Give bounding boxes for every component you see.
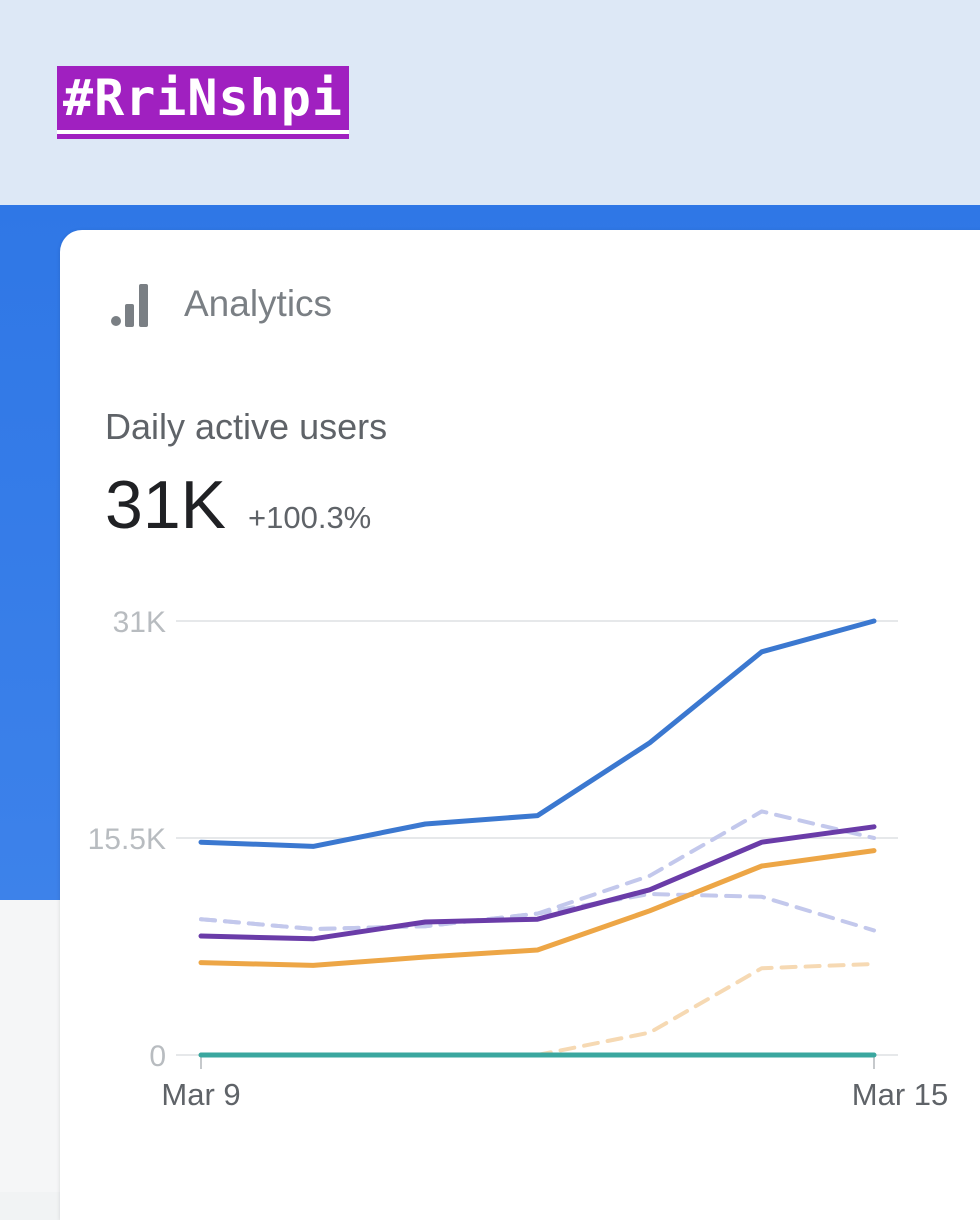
header-band: #RriNshpi — [0, 0, 980, 205]
hashtag-watermark: #RriNshpi — [57, 66, 349, 134]
metric-row: 31K +100.3% — [105, 466, 371, 544]
card-title: Analytics — [184, 283, 333, 324]
metric-change: +100.3% — [248, 500, 372, 535]
analytics-card[interactable]: Analytics Daily active users 31K +100.3% — [60, 230, 980, 1220]
metric-label: Daily active users — [105, 406, 388, 447]
bar-chart-icon — [111, 284, 148, 327]
left-gray-panel — [0, 900, 60, 1192]
card-header: Analytics — [110, 280, 332, 328]
metric-value: 31K — [105, 467, 226, 543]
